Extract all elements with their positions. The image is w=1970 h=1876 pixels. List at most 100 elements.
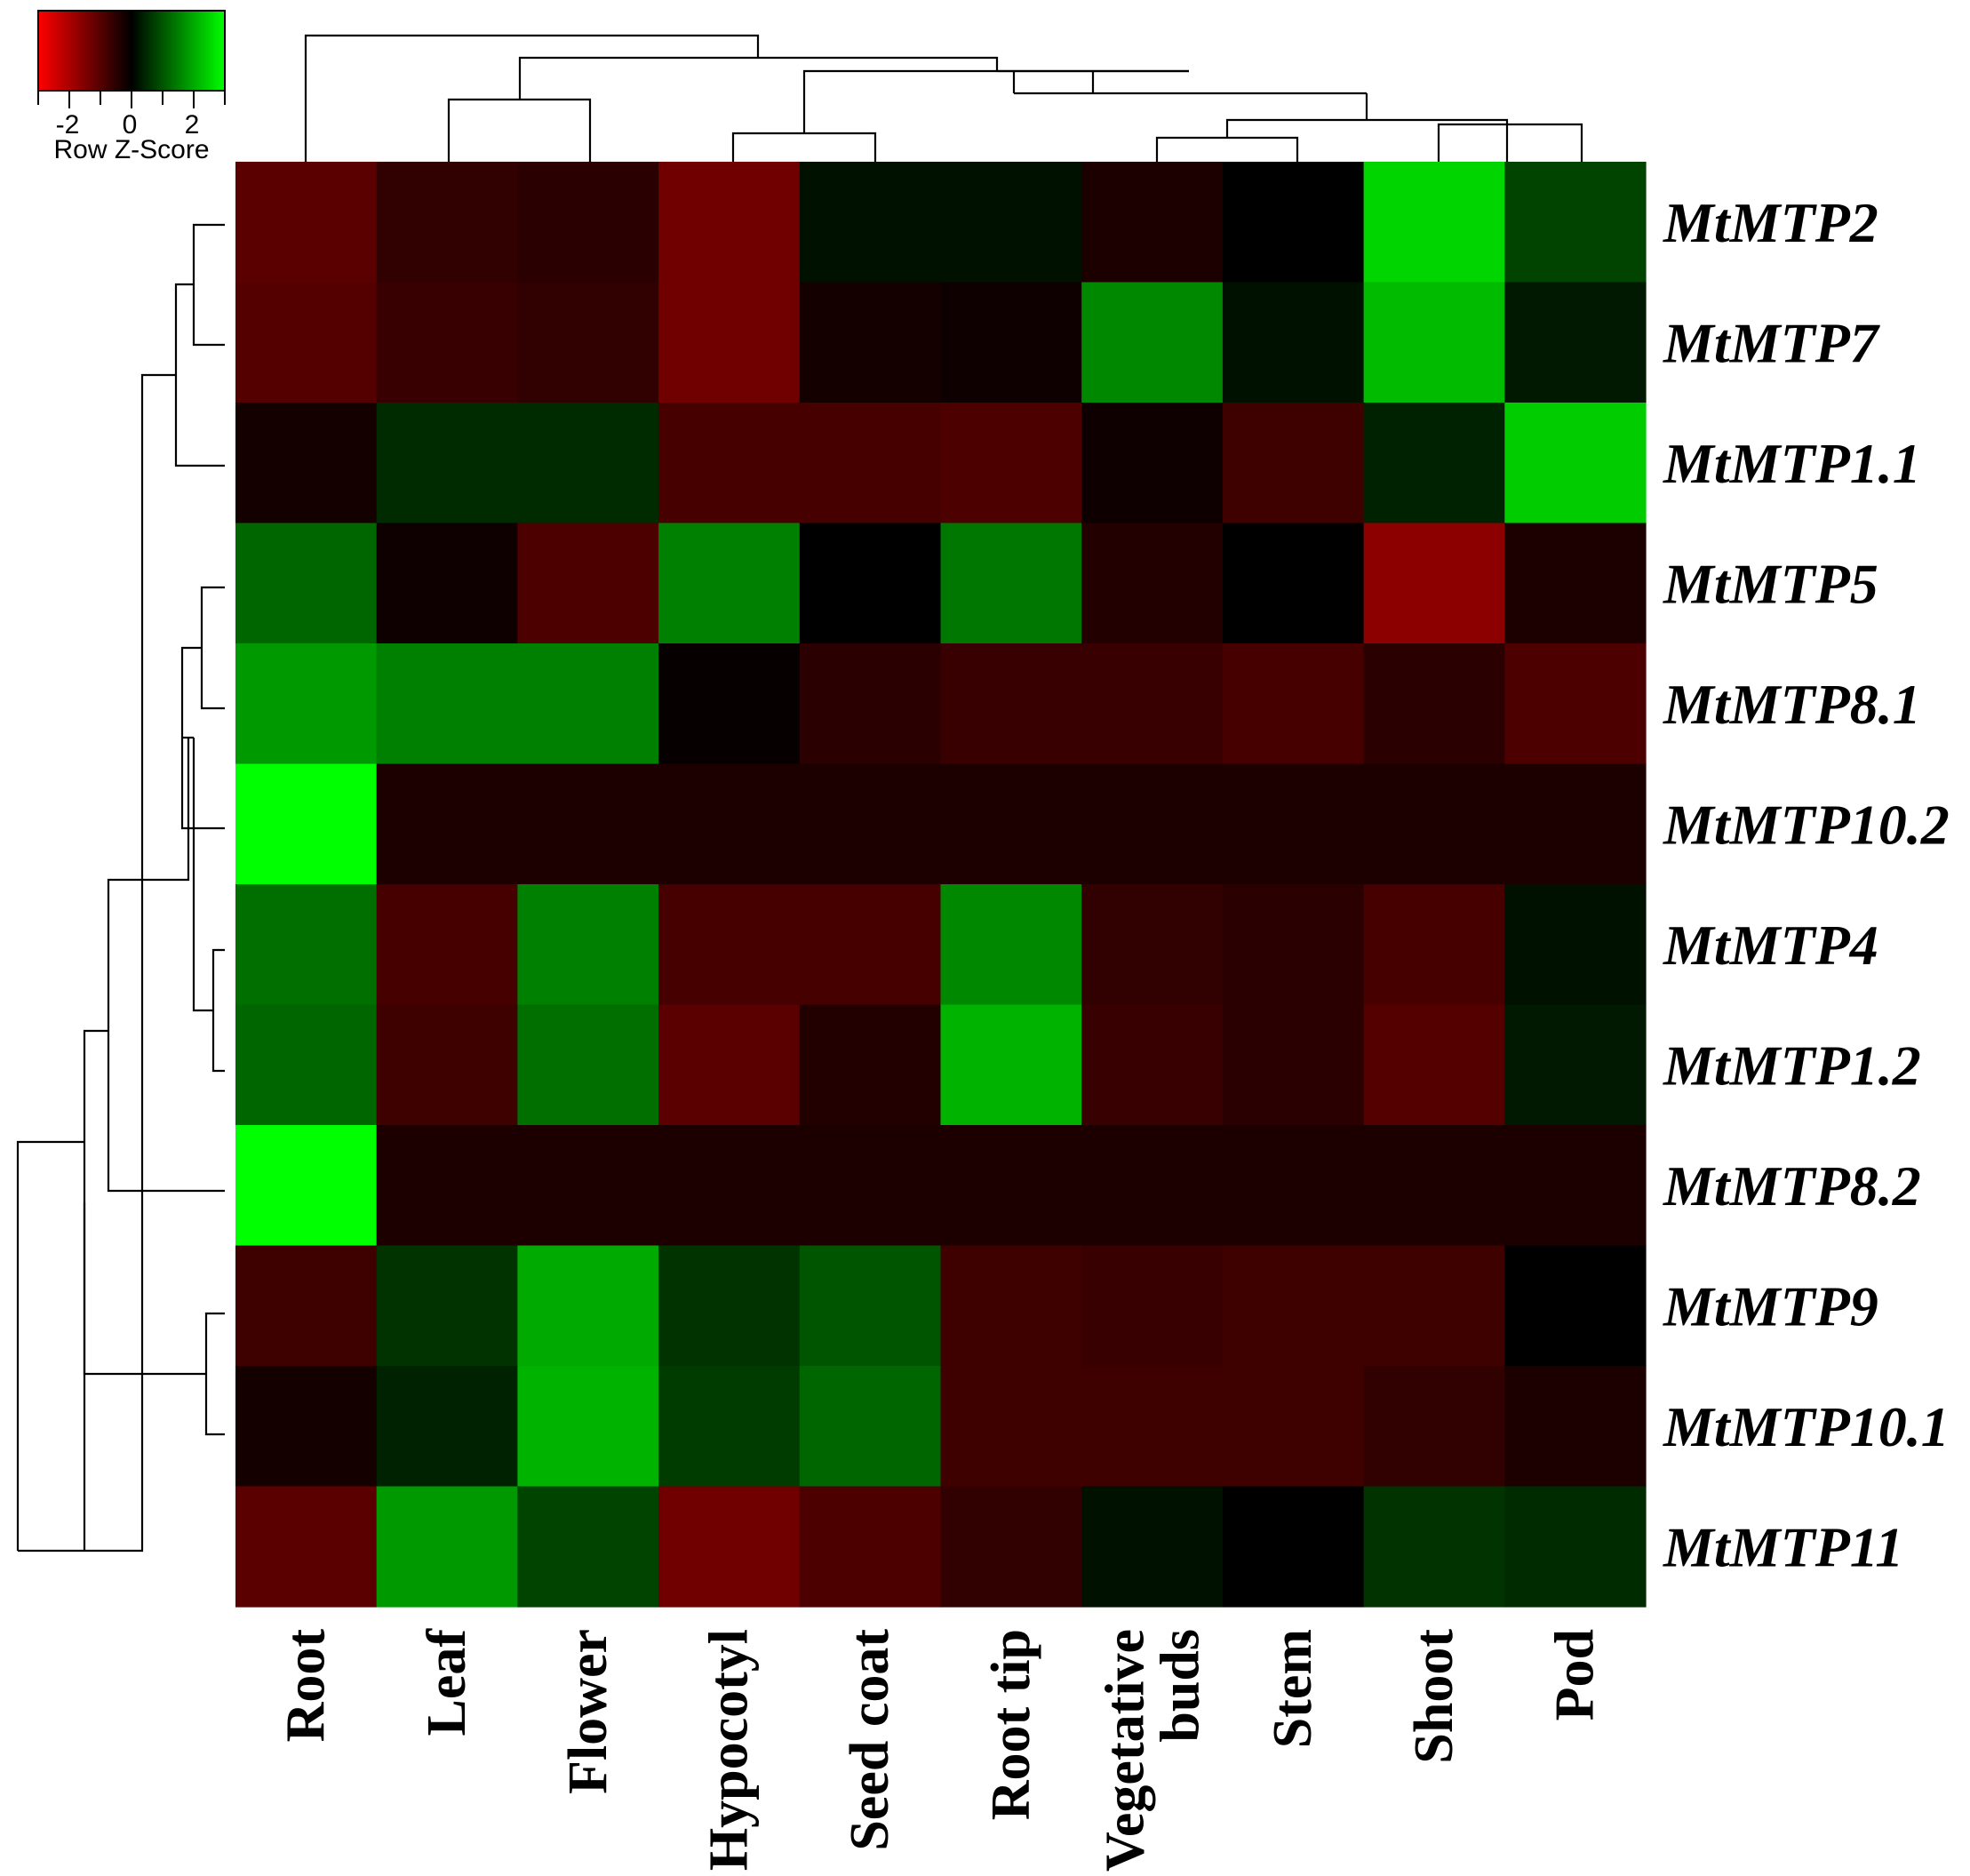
- heatmap-cell: [940, 1486, 1082, 1608]
- heatmap-cell: [235, 884, 378, 1006]
- heatmap-cell: [799, 282, 942, 403]
- heatmap-cell: [1363, 884, 1505, 1006]
- heatmap-cell: [799, 884, 942, 1006]
- heatmap-cell: [1504, 1004, 1647, 1126]
- heatmap-cell: [799, 523, 942, 644]
- row-label: MtMTP10.2: [1663, 793, 1950, 856]
- column-label: Flower: [558, 1629, 618, 1794]
- color-key-tick-label: -2: [56, 110, 80, 140]
- heatmap-cell: [1081, 282, 1224, 403]
- heatmap-cell: [658, 1366, 801, 1488]
- heatmap-cell: [799, 1004, 942, 1126]
- heatmap-cell: [1222, 763, 1365, 885]
- heatmap-cell: [940, 1004, 1082, 1126]
- heatmap-cell: [940, 282, 1082, 403]
- heatmap-cell: [517, 403, 659, 524]
- heatmap-cell: [1081, 523, 1224, 644]
- heatmap-cell: [235, 282, 378, 403]
- heatmap-cell: [799, 1366, 942, 1488]
- row-label: MtMTP8.2: [1663, 1154, 1921, 1217]
- heatmap-cell: [1222, 282, 1365, 403]
- color-key-tick-label: 2: [185, 110, 200, 140]
- heatmap-cell: [376, 282, 518, 403]
- heatmap-cell: [517, 1125, 659, 1247]
- heatmap-cell: [1222, 1004, 1365, 1126]
- heatmap-cell: [1363, 1004, 1505, 1126]
- heatmap-cell: [1081, 763, 1224, 885]
- row-label: MtMTP1.2: [1663, 1034, 1921, 1097]
- color-key-title: Row Z-Score: [53, 135, 209, 164]
- heatmap-cell: [799, 643, 942, 765]
- heatmap-cell: [376, 523, 518, 644]
- column-labels: Root Leaf Flower Hypocotyl Seed coat Root tip…: [275, 1628, 1605, 1872]
- heatmap-cell: [1363, 403, 1505, 524]
- heatmap-cell: [517, 1245, 659, 1367]
- heatmap-cell: [517, 1004, 659, 1126]
- heatmap-cell: [376, 763, 518, 885]
- heatmap-cell: [799, 1486, 942, 1608]
- heatmap-cell: [658, 403, 801, 524]
- heatmap-cell: [1222, 1245, 1365, 1367]
- row-label: MtMTP8.1: [1663, 673, 1921, 736]
- heatmap-cell: [1363, 643, 1505, 765]
- heatmap-cell: [376, 1486, 518, 1608]
- heatmap-cell: [1504, 282, 1647, 403]
- row-label: MtMTP10.1: [1663, 1395, 1950, 1458]
- heatmap-cell: [658, 523, 801, 644]
- column-dendrogram: [304, 34, 1583, 162]
- heatmap-cell: [1222, 643, 1365, 765]
- color-key: -2 0 2 Row Z-Score: [37, 10, 226, 164]
- heatmap-cell: [517, 162, 659, 283]
- heatmap-cell: [235, 1125, 378, 1247]
- heatmap-cell: [517, 643, 659, 765]
- heatmap-cell: [235, 1486, 378, 1608]
- heatmap-cell: [1222, 403, 1365, 524]
- heatmap-cell: [1363, 282, 1505, 403]
- heatmap-cell: [376, 1366, 518, 1488]
- heatmap-cell: [517, 1486, 659, 1608]
- row-label: MtMTP1.1: [1663, 432, 1921, 495]
- heatmap-cells: [235, 162, 1647, 1608]
- heatmap-cell: [1081, 1366, 1224, 1488]
- heatmap-cell: [235, 523, 378, 644]
- heatmap-cell: [1363, 763, 1505, 885]
- row-label: MtMTP4: [1663, 914, 1878, 977]
- column-label: Shoot: [1404, 1629, 1464, 1764]
- heatmap-cell: [658, 763, 801, 885]
- column-label: Root tip: [981, 1629, 1041, 1820]
- heatmap-cell: [940, 1125, 1082, 1247]
- heatmap-cell: [1363, 162, 1505, 283]
- heatmap-cell: [658, 884, 801, 1006]
- row-label: MtMTP5: [1663, 552, 1878, 615]
- column-label: Root: [275, 1629, 336, 1743]
- row-dendrogram: [16, 223, 225, 1553]
- heatmap-cell: [235, 1366, 378, 1488]
- heatmap-cell: [517, 523, 659, 644]
- heatmap-cell: [658, 282, 801, 403]
- heatmap-cell: [1504, 884, 1647, 1006]
- column-label: Hypocotyl: [698, 1629, 759, 1871]
- heatmap-cell: [940, 643, 1082, 765]
- heatmap-cell: [1363, 523, 1505, 644]
- color-key-ticks: -2 0 2: [37, 91, 226, 140]
- heatmap-cell: [1081, 643, 1224, 765]
- heatmap-cell: [376, 884, 518, 1006]
- heatmap-cell: [1363, 1125, 1505, 1247]
- heatmap-cell: [1504, 523, 1647, 644]
- heatmap-cell: [235, 1004, 378, 1126]
- heatmap-cell: [1504, 1245, 1647, 1367]
- heatmap-cell: [376, 403, 518, 524]
- heatmap-cell: [517, 282, 659, 403]
- heatmap-cell: [1081, 1245, 1224, 1367]
- heatmap-cell: [1081, 1004, 1224, 1126]
- heatmap-cell: [235, 1245, 378, 1367]
- heatmap-cell: [1081, 1125, 1224, 1247]
- heatmap-cell: [1504, 1366, 1647, 1488]
- row-labels: MtMTP2 MtMTP7 MtMTP1.1 MtMTP5 MtMTP8.1 MtMTP1…: [1663, 191, 1950, 1579]
- column-label: Seed coat: [840, 1629, 900, 1851]
- heatmap-cell: [1504, 763, 1647, 885]
- heatmap-cell: [1363, 1366, 1505, 1488]
- heatmap-cell: [1222, 884, 1365, 1006]
- heatmap-cell: [1504, 403, 1647, 524]
